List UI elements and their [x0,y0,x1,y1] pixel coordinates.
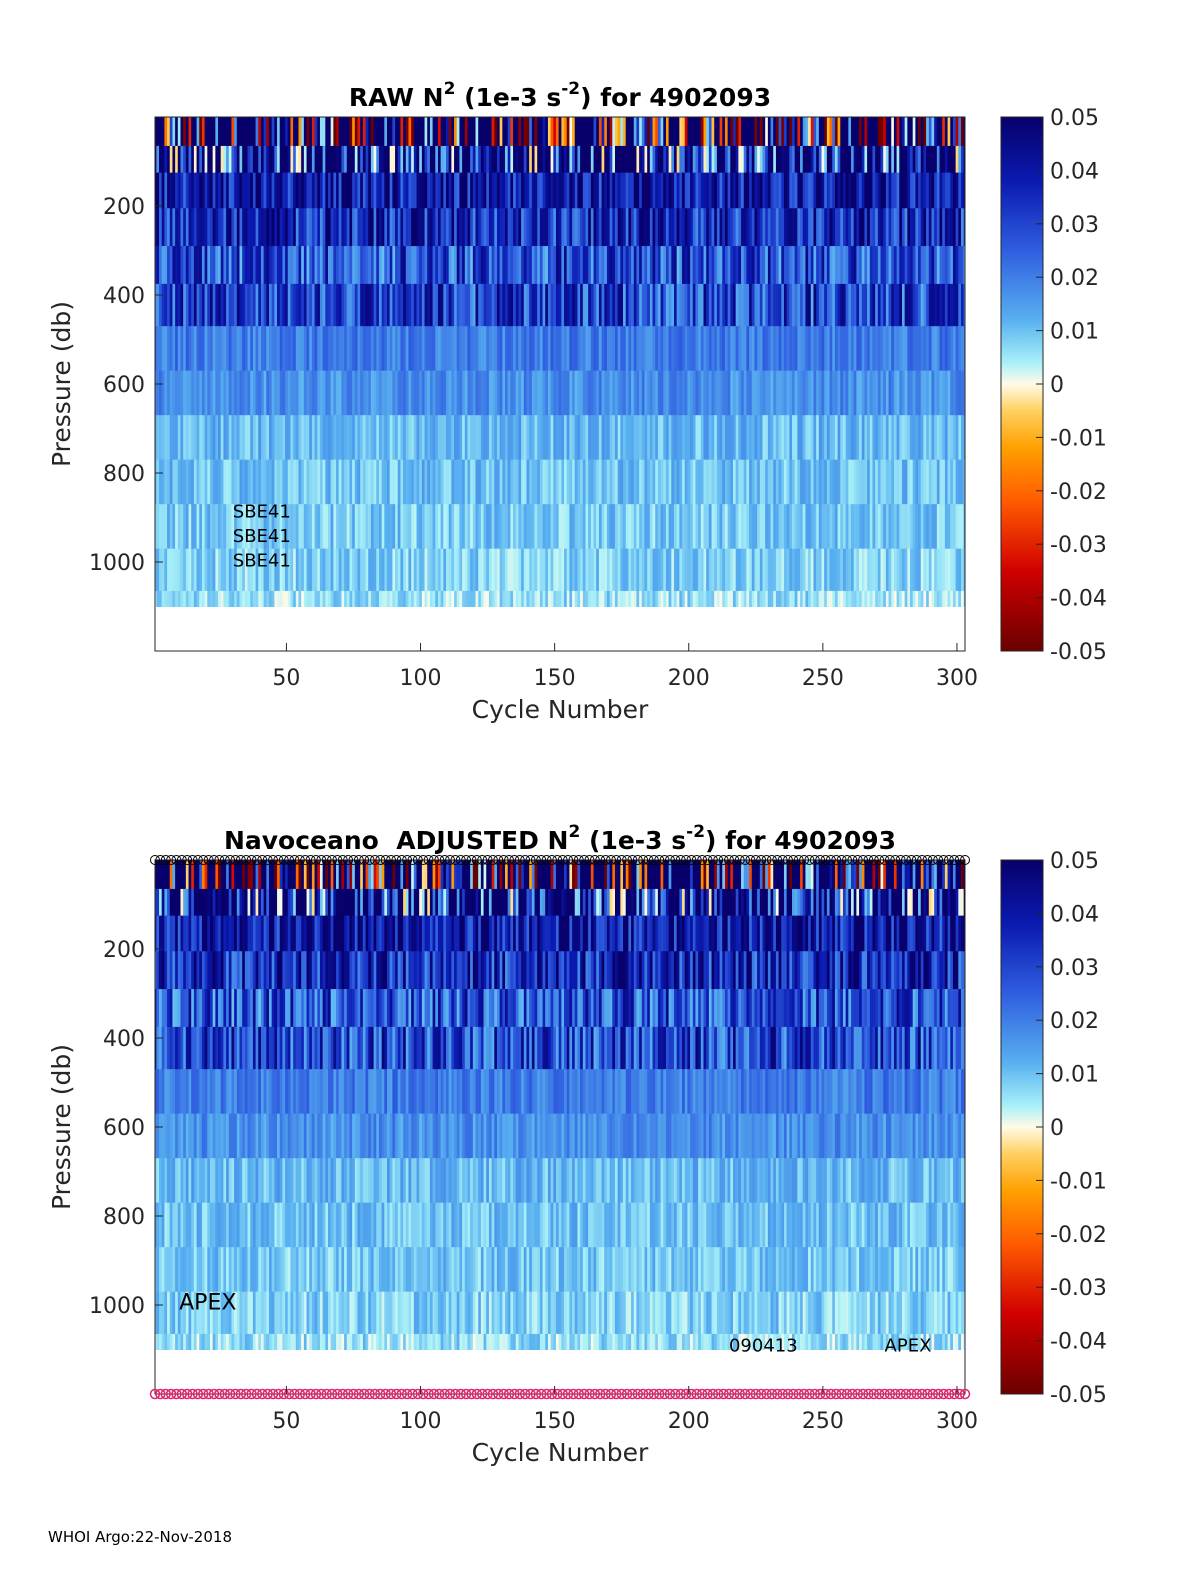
annotation-label: SBE41 [233,502,291,523]
y-tick-label: 400 [103,284,145,309]
colorbar-tick-label: -0.05 [1050,640,1107,665]
x-tick-label: 100 [400,666,442,691]
sensor-annotations: SBE41 SBE41 SBE41 [233,502,291,572]
colorbar-tick-label: -0.02 [1050,480,1107,505]
heatmap-cells [154,860,967,1350]
y-tick-label: 800 [103,462,145,487]
annotation-label: SBE41 [233,526,291,547]
colorbar-tick-label: 0.05 [1050,106,1099,131]
y-tick-labels: 200 400 600 800 1000 [89,195,163,576]
chart-title: Navoceano ADJUSTED N2 (1e-3 s-2) for 490… [224,822,896,855]
chart-title: RAW N2 (1e-3 s-2) for 4902093 [349,79,771,112]
y-tick-label: 600 [103,373,145,398]
y-tick-label: 200 [103,195,145,220]
colorbar-tick-label: -0.03 [1050,533,1107,558]
x-tick-label: 50 [272,666,300,691]
colorbar-tick-label: -0.01 [1050,426,1107,451]
colorbar-tick-label: 0.04 [1050,159,1099,184]
raw-n2-panel: RAW N2 (1e-3 s-2) for 4902093 50 100 150 20… [47,79,1107,724]
x-tick-label: 200 [668,666,710,691]
colorbar-tick-label: 0 [1050,373,1064,398]
x-tick-label: 300 [936,666,978,691]
x-tick-label: 250 [802,666,844,691]
annotation-label: SBE41 [233,550,291,571]
colorbar-tick-label: 0.01 [1050,320,1099,345]
y-axis-label: Pressure (db) [47,301,76,467]
colorbar-tick-label: 0.02 [1050,266,1099,291]
colorbar-tick-labels: 0.05 0.04 0.03 0.02 0.01 0 -0.01 -0.02 -0.03 -0.0… [1036,106,1107,665]
colorbar-tick-label: 0.03 [1050,213,1099,238]
colorbar-tick-label: -0.04 [1050,587,1107,612]
adjusted-n2-panel: Navoceano ADJUSTED N2 (1e-3 s-2) for 490… [47,822,1107,1467]
x-axis-label: Cycle Number [472,695,649,724]
x-tick-labels: 50 100 150 200 250 300 [272,643,978,691]
x-tick-label: 150 [534,666,576,691]
y-tick-label: 1000 [89,551,145,576]
